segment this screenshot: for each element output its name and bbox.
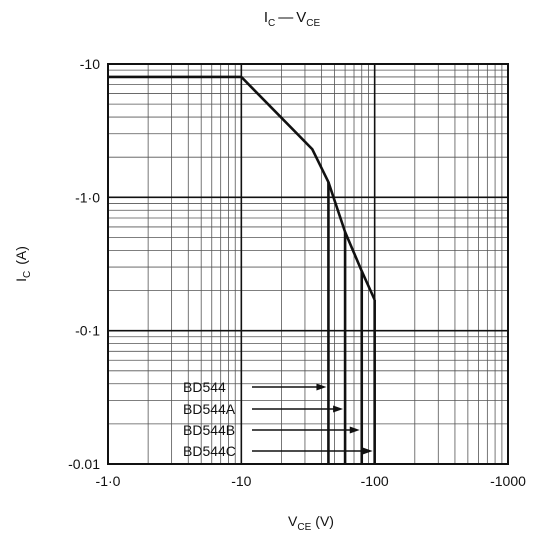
y-tick-label: -0.01 — [68, 456, 100, 472]
y-tick-label: -1·0 — [75, 189, 100, 205]
y-axis-label: IC(A) — [13, 246, 33, 282]
series-label: BD544 — [183, 379, 226, 395]
series-arrow-head — [316, 383, 327, 391]
axis-tick-labels: -1·0 -10 -100 -1000 -0.01 -0·1 -1·0 -10 — [68, 56, 526, 489]
x-tick-label: -1000 — [490, 473, 526, 489]
minor-grid — [108, 64, 508, 464]
chart-title: IC — VCE — [264, 9, 321, 29]
x-tick-label: -10 — [231, 473, 251, 489]
x-tick-label: -100 — [361, 473, 389, 489]
x-tick-label: -1·0 — [96, 473, 121, 489]
series-arrow-head — [362, 447, 373, 455]
series-arrow-head — [333, 405, 344, 413]
series-label: BD544B — [183, 422, 235, 438]
major-grid — [107, 63, 509, 465]
series-label: BD544A — [183, 401, 236, 417]
soa-envelope-line — [108, 75, 376, 301]
series-group — [108, 75, 376, 464]
y-tick-label: -0·1 — [75, 323, 100, 339]
x-axis-label: VCE (V) — [288, 513, 334, 533]
series-label: BD544C — [183, 443, 236, 459]
y-tick-label: -10 — [80, 56, 100, 72]
legend: BD544 BD544A BD544B BD544C — [183, 379, 373, 459]
plot-frame — [107, 63, 509, 465]
series-arrow-head — [349, 426, 360, 434]
